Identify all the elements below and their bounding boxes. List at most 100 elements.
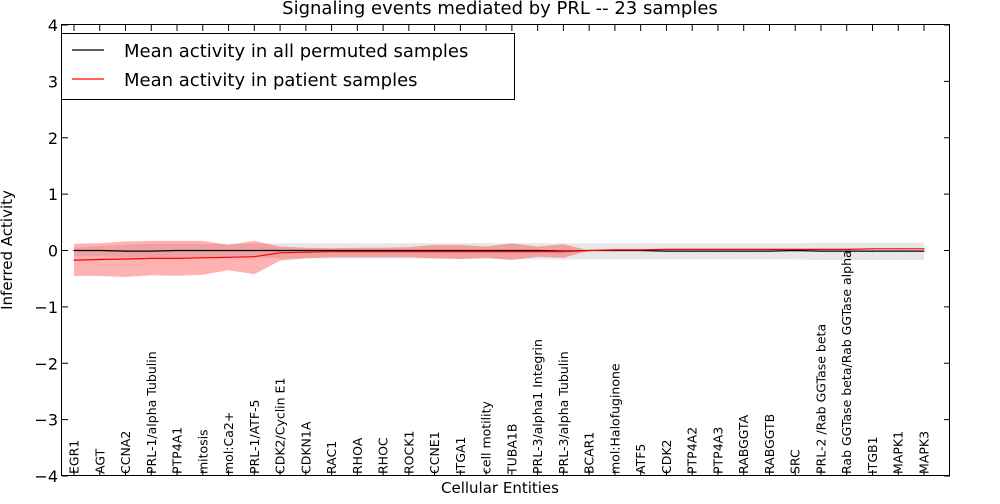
point-series-1-15	[459, 251, 461, 253]
x-tick-label-22: ATF5	[633, 444, 648, 474]
x-tick-label-19: PRL-3/alpha Tubulin	[556, 351, 571, 474]
point-series-0-14	[434, 249, 436, 252]
line-series-1	[73, 248, 924, 261]
point-series-1-28	[794, 248, 796, 250]
point-series-1-13	[408, 251, 410, 253]
x-tick-label-13: ROCK1	[401, 431, 416, 474]
point-series-1-24	[691, 248, 693, 250]
point-series-1-19	[562, 251, 565, 253]
y-tick-label-7: 3	[48, 72, 58, 91]
point-series-1-10	[331, 251, 333, 253]
y-axis: −4 −3 −2 −1 0 1 2 3 4	[34, 16, 950, 486]
x-tick-label-10: RAC1	[324, 441, 339, 474]
x-tick-label-4: PTP4A1	[170, 427, 185, 474]
point-series-0-6	[227, 249, 230, 252]
x-tick-label-32: MAPK1	[891, 431, 906, 474]
point-series-1-17	[511, 251, 513, 253]
point-series-0-33	[923, 250, 925, 252]
point-series-0-13	[408, 249, 410, 252]
x-tick-label-30: Rab GGTase beta/Rab GGTase alpha	[839, 250, 854, 474]
point-series-1-23	[665, 248, 668, 250]
point-series-0-30	[846, 250, 848, 252]
point-series-0-4	[176, 249, 178, 252]
point-series-1-7	[253, 256, 255, 258]
point-series-1-6	[227, 256, 230, 258]
point-series-0-29	[820, 250, 822, 252]
point-series-0-25	[717, 250, 719, 252]
point-series-1-18	[537, 251, 539, 253]
y-axis-label: Inferred Activity	[0, 190, 16, 310]
point-series-1-2	[124, 258, 127, 260]
point-series-1-33	[923, 248, 925, 250]
point-series-0-10	[331, 249, 333, 252]
point-series-0-16	[485, 249, 487, 252]
point-series-1-11	[356, 251, 358, 253]
y-tick-label-0: −4	[34, 467, 58, 486]
point-series-1-30	[846, 248, 848, 250]
point-series-0-1	[99, 249, 101, 252]
series-lines	[73, 248, 925, 261]
y-tick-label-3: −1	[34, 298, 58, 317]
point-series-0-18	[537, 249, 539, 252]
point-series-0-17	[511, 249, 513, 252]
x-tick-label-5: mitosis	[195, 429, 210, 474]
x-tick-label-26: RABGGTA	[736, 414, 751, 474]
point-series-0-8	[279, 249, 281, 252]
point-series-1-3	[150, 257, 152, 259]
point-series-0-3	[150, 250, 152, 252]
x-tick-label-6: mol:Ca2+	[221, 412, 236, 474]
point-series-1-14	[434, 251, 436, 253]
x-tick-label-11: RHOA	[350, 437, 365, 474]
x-tick-label-18: PRL-3/alpha1 Integrin	[530, 339, 545, 474]
y-tick-label-2: −2	[34, 354, 58, 373]
point-series-0-7	[253, 249, 255, 252]
y-tick-label-8: 4	[48, 16, 58, 35]
legend: Mean activity in all permuted samples Me…	[61, 33, 515, 100]
x-axis-label: Cellular Entities	[441, 479, 559, 497]
point-series-0-31	[871, 250, 874, 252]
point-series-1-29	[820, 248, 822, 250]
legend-label-permuted: Mean activity in all permuted samples	[124, 41, 468, 62]
point-series-1-32	[897, 248, 899, 250]
x-tick-label-7: PRL-1/ATF-5	[247, 399, 262, 474]
x-tick-label-31: ITGB1	[865, 436, 880, 474]
point-series-0-28	[794, 249, 796, 252]
x-tick-label-14: CCNE1	[427, 431, 442, 474]
x-tick-label-27: RABGGTB	[762, 414, 777, 474]
x-tick-label-25: PTP4A3	[710, 427, 725, 474]
x-tick-label-0: EGR1	[67, 440, 82, 474]
y-tick-label-6: 2	[48, 129, 58, 148]
point-series-0-2	[124, 250, 127, 252]
x-tick-label-29: PRL-2 /Rab GGTase beta	[814, 324, 829, 474]
x-axis: EGR1 AGT CCNA2 PRL-1/alpha Tubulin PTP4A1 mit…	[67, 25, 932, 476]
line-series-0	[74, 249, 924, 252]
x-tick-label-2: CCNA2	[118, 431, 133, 474]
point-series-0-32	[897, 250, 899, 252]
point-series-1-22	[640, 249, 642, 251]
x-tick-label-20: BCAR1	[582, 432, 597, 474]
point-series-1-1	[99, 258, 101, 261]
point-series-1-16	[485, 251, 487, 253]
point-series-1-5	[202, 257, 204, 259]
y-tick-label-5: 1	[48, 185, 58, 204]
x-tick-label-12: RHOC	[376, 437, 391, 474]
point-series-1-27	[768, 248, 771, 250]
y-tick-label-4: 0	[48, 242, 58, 261]
point-series-1-31	[871, 248, 874, 250]
x-tick-label-21: mol:Halofuginone	[607, 363, 622, 474]
x-tick-label-23: CDK2	[659, 439, 674, 474]
point-series-1-26	[743, 248, 745, 250]
x-tick-label-9: CDKN1A	[298, 421, 313, 474]
x-tick-label-8: CDK2/Cyclin E1	[273, 378, 288, 474]
point-series-0-11	[356, 249, 358, 252]
point-series-1-12	[382, 251, 384, 253]
point-series-1-20	[588, 249, 590, 252]
point-series-1-8	[279, 252, 281, 254]
x-tick-label-17: TUBA1B	[504, 424, 519, 475]
point-series-1-9	[305, 251, 307, 253]
legend-box	[61, 33, 515, 100]
point-series-0-5	[202, 249, 204, 252]
point-series-1-4	[176, 257, 178, 259]
